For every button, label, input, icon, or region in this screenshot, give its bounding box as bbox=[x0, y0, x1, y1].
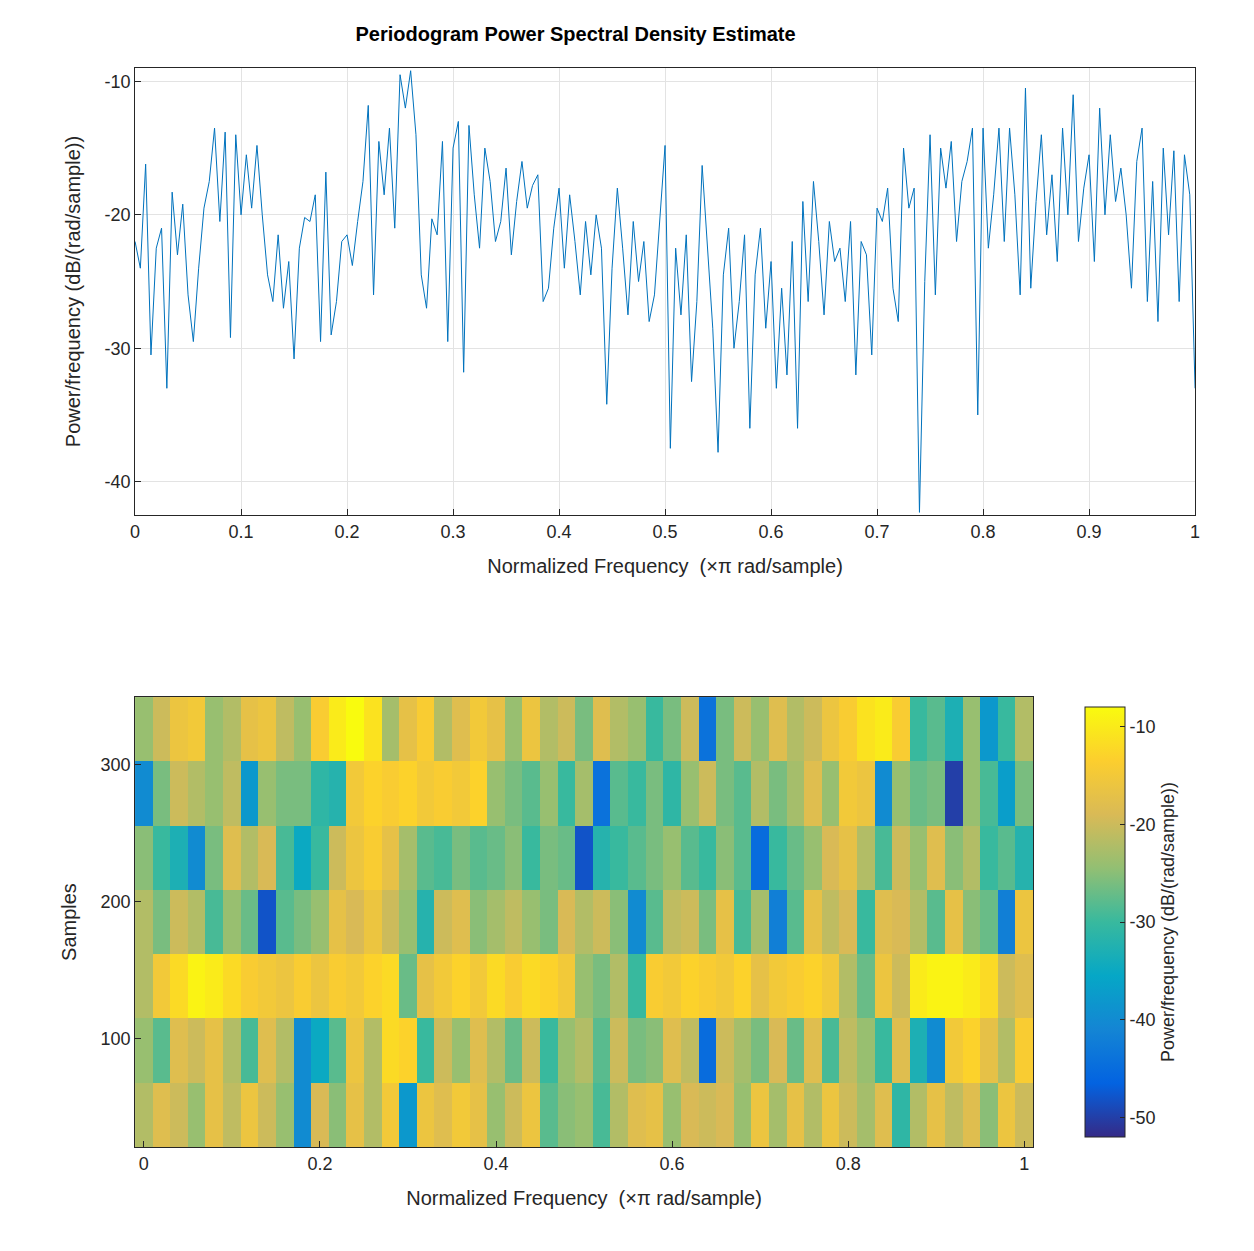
svg-text:Periodogram Power Spectral Den: Periodogram Power Spectral Density Estim… bbox=[356, 23, 796, 45]
svg-text:Power/frequency (dB/(rad/sampl: Power/frequency (dB/(rad/sample)) bbox=[1158, 782, 1178, 1062]
svg-text:0.2: 0.2 bbox=[335, 522, 360, 542]
svg-text:-30: -30 bbox=[1130, 912, 1156, 932]
svg-text:Normalized Frequency (×π rad/: Normalized Frequency (×π rad/sample) bbox=[406, 1187, 762, 1209]
svg-text:-20: -20 bbox=[104, 205, 130, 225]
svg-text:100: 100 bbox=[100, 1029, 130, 1049]
svg-text:0.1: 0.1 bbox=[229, 522, 254, 542]
svg-text:0.5: 0.5 bbox=[653, 522, 678, 542]
svg-text:0: 0 bbox=[139, 1154, 149, 1174]
svg-text:-20: -20 bbox=[1130, 815, 1156, 835]
svg-text:0.6: 0.6 bbox=[660, 1154, 685, 1174]
svg-text:Power/frequency (dB/(rad/sampl: Power/frequency (dB/(rad/sample)) bbox=[62, 136, 84, 447]
svg-text:0.9: 0.9 bbox=[1077, 522, 1102, 542]
svg-text:-40: -40 bbox=[104, 472, 130, 492]
svg-text:Normalized Frequency (×π rad/: Normalized Frequency (×π rad/sample) bbox=[487, 555, 843, 577]
svg-text:-10: -10 bbox=[1130, 717, 1156, 737]
svg-text:300: 300 bbox=[100, 755, 130, 775]
svg-text:1: 1 bbox=[1019, 1154, 1029, 1174]
svg-text:0.8: 0.8 bbox=[836, 1154, 861, 1174]
svg-text:1: 1 bbox=[1190, 522, 1200, 542]
svg-text:0.6: 0.6 bbox=[759, 522, 784, 542]
svg-text:0.4: 0.4 bbox=[484, 1154, 509, 1174]
svg-text:200: 200 bbox=[100, 892, 130, 912]
svg-text:0.8: 0.8 bbox=[971, 522, 996, 542]
svg-text:Samples: Samples bbox=[58, 883, 80, 961]
svg-text:0: 0 bbox=[130, 522, 140, 542]
svg-text:-10: -10 bbox=[104, 72, 130, 92]
svg-text:0.3: 0.3 bbox=[441, 522, 466, 542]
svg-text:0.2: 0.2 bbox=[307, 1154, 332, 1174]
svg-text:-50: -50 bbox=[1130, 1108, 1156, 1128]
svg-text:0.4: 0.4 bbox=[547, 522, 572, 542]
svg-text:0.7: 0.7 bbox=[865, 522, 890, 542]
svg-text:-40: -40 bbox=[1130, 1010, 1156, 1030]
svg-text:-30: -30 bbox=[104, 339, 130, 359]
